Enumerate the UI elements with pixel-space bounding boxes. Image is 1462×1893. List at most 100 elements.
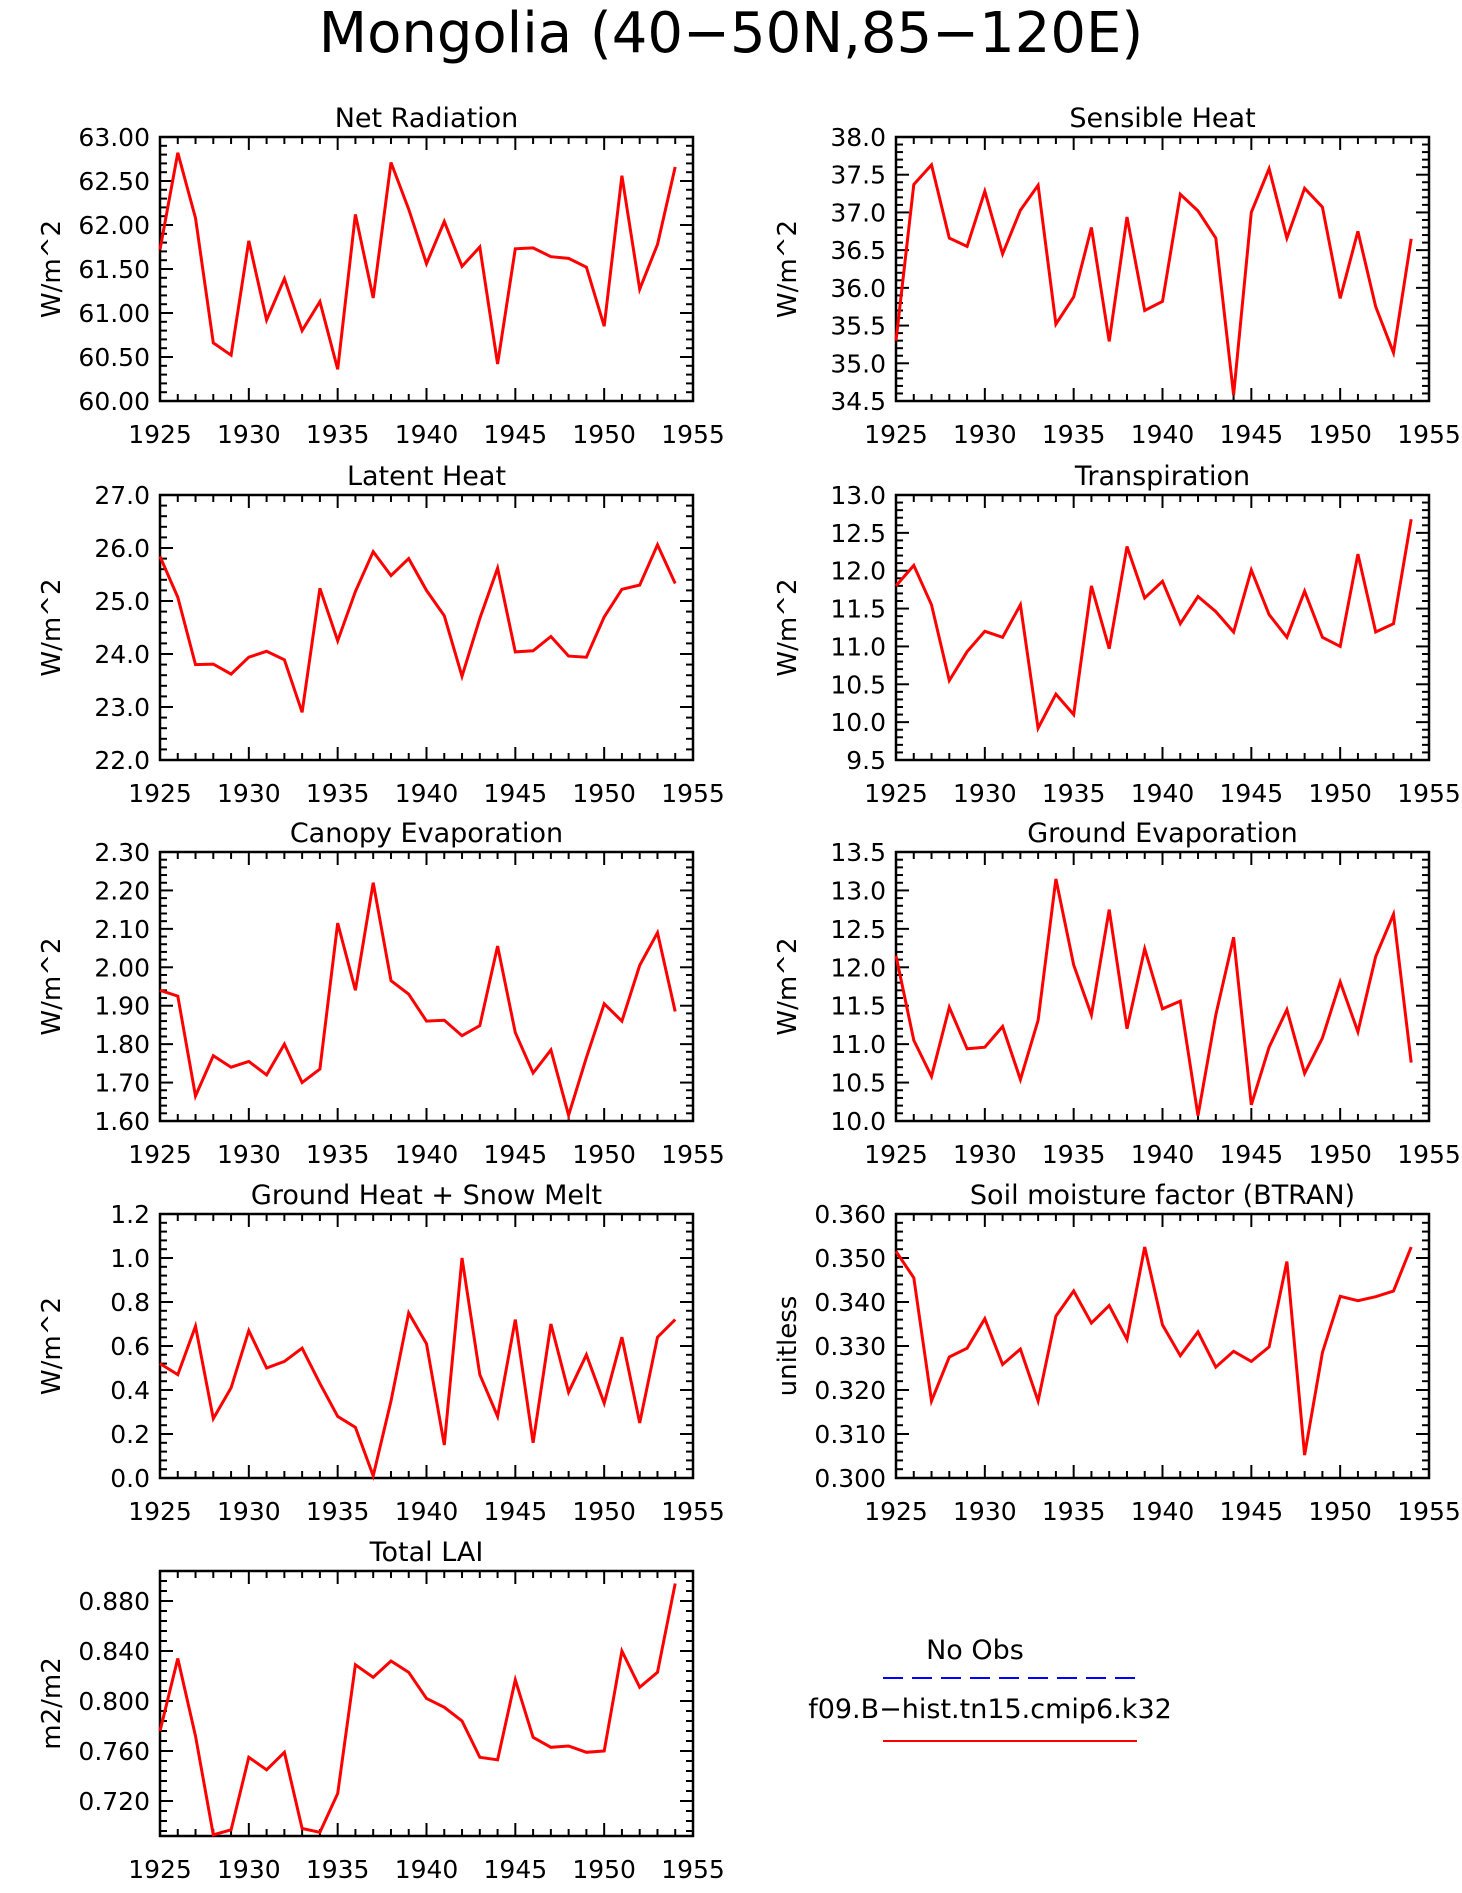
y-axis-label: W/m^2 [37,578,67,676]
x-tick-label: 1955 [661,1497,725,1526]
x-tick-label: 1950 [1308,1140,1372,1169]
panel-title: Sensible Heat [1069,103,1255,134]
y-tick-label: 0.720 [78,1787,150,1816]
panel-4: Transpiration W/m^2 1925 1930 1935 1940 1945 19… [773,461,1461,808]
panel-8: Soil moisture factor (BTRAN) unitless 1925… [773,1180,1461,1526]
y-tick-label: 61.00 [78,299,150,328]
y-tick-label: 24.0 [94,640,150,669]
y-tick-label: 60.00 [78,387,150,416]
y-axis-label: W/m^2 [773,937,803,1035]
y-tick-label: 26.0 [94,534,150,563]
x-tick-label: 1930 [217,420,281,449]
y-tick-label: 1.0 [110,1244,150,1273]
x-tick-label: 1955 [1397,1140,1461,1169]
series-line [159,882,677,1121]
x-tick-label: 1950 [1308,1497,1372,1526]
x-tick-label: 1945 [484,1855,548,1884]
y-tick-label: 11.0 [830,1030,886,1059]
y-tick-label: 10.5 [830,670,886,699]
y-tick-label: 0.760 [78,1737,150,1766]
x-tick-label: 1940 [1131,1140,1195,1169]
x-tick-label: 1935 [306,420,370,449]
x-tick-label: 1940 [395,420,459,449]
y-tick-label: 0.800 [78,1687,150,1716]
x-tick-label: 1945 [1220,1140,1284,1169]
y-axis-label: m2/m2 [37,1657,67,1750]
panel-title: Net Radiation [335,103,519,134]
y-tick-label: 10.0 [830,708,886,737]
x-tick-label: 1935 [1042,779,1106,808]
x-tick-label: 1925 [128,1497,192,1526]
x-tick-label: 1940 [395,779,459,808]
x-tick-label: 1955 [1397,1497,1461,1526]
x-tick-label: 1930 [953,1497,1017,1526]
x-tick-label: 1925 [128,420,192,449]
series-line [894,518,1413,734]
x-tick-label: 1950 [572,779,636,808]
panel-title: Canopy Evaporation [290,818,563,849]
y-tick-label: 0.6 [110,1332,150,1361]
y-tick-label: 2.00 [94,953,150,982]
x-tick-label: 1935 [306,1497,370,1526]
x-tick-label: 1925 [864,420,928,449]
y-tick-label: 2.20 [94,876,150,905]
x-tick-label: 1955 [661,779,725,808]
x-tick-label: 1945 [484,420,548,449]
y-tick-label: 11.5 [830,595,886,624]
x-tick-label: 1940 [395,1855,459,1884]
y-axis-label: W/m^2 [37,1297,67,1395]
panel-6: Ground Evaporation W/m^2 1925 1930 1935 1940 1… [773,818,1461,1169]
y-tick-label: 1.90 [94,992,150,1021]
y-tick-label: 12.5 [830,519,886,548]
y-tick-label: 60.50 [78,343,150,372]
y-tick-label: 0.840 [78,1637,150,1666]
y-tick-label: 0.360 [814,1200,886,1229]
series-line [159,1257,677,1481]
y-tick-label: 12.5 [830,915,886,944]
x-tick-label: 1950 [572,1497,636,1526]
x-tick-label: 1935 [1042,420,1106,449]
plot-frame [894,1212,1431,1480]
panel-title: Ground Evaporation [1027,818,1298,849]
y-tick-label: 35.5 [830,312,886,341]
y-tick-label: 35.0 [830,349,886,378]
y-axis-label: W/m^2 [37,937,67,1035]
x-tick-label: 1955 [661,420,725,449]
x-tick-label: 1925 [864,1140,928,1169]
x-tick-label: 1945 [484,779,548,808]
series-line [894,161,1413,396]
x-tick-label: 1930 [217,1497,281,1526]
y-tick-label: 36.0 [830,274,886,303]
y-tick-label: 9.5 [846,746,886,775]
x-tick-label: 1935 [1042,1497,1106,1526]
x-tick-label: 1940 [1131,1497,1195,1526]
x-tick-label: 1930 [217,779,281,808]
y-tick-label: 0.880 [78,1587,150,1616]
y-tick-label: 13.5 [830,838,886,867]
series-line [894,1246,1413,1456]
x-tick-label: 1930 [953,779,1017,808]
y-tick-label: 38.0 [830,123,886,152]
y-tick-label: 2.10 [94,915,150,944]
panel-title: Transpiration [1074,461,1250,492]
x-tick-label: 1955 [661,1140,725,1169]
x-tick-label: 1945 [1220,420,1284,449]
y-tick-label: 0.350 [814,1244,886,1273]
y-tick-label: 0.310 [814,1420,886,1449]
panel-7: Ground Heat + Snow Melt W/m^2 1925 1930 1935… [37,1180,725,1526]
series-line [158,541,677,713]
y-tick-label: 62.00 [78,211,150,240]
legend-label-model: f09.B−hist.tn15.cmip6.k32 [808,1694,1172,1725]
x-tick-label: 1925 [864,779,928,808]
x-tick-label: 1935 [306,779,370,808]
y-tick-label: 1.80 [94,1030,150,1059]
y-tick-label: 1.2 [110,1200,150,1229]
x-tick-label: 1940 [1131,420,1195,449]
y-tick-label: 13.0 [830,481,886,510]
series-line [894,878,1413,1116]
plot-frame [894,493,1431,762]
y-tick-label: 0.0 [110,1464,150,1493]
y-tick-label: 0.2 [110,1420,150,1449]
y-tick-label: 23.0 [94,693,150,722]
